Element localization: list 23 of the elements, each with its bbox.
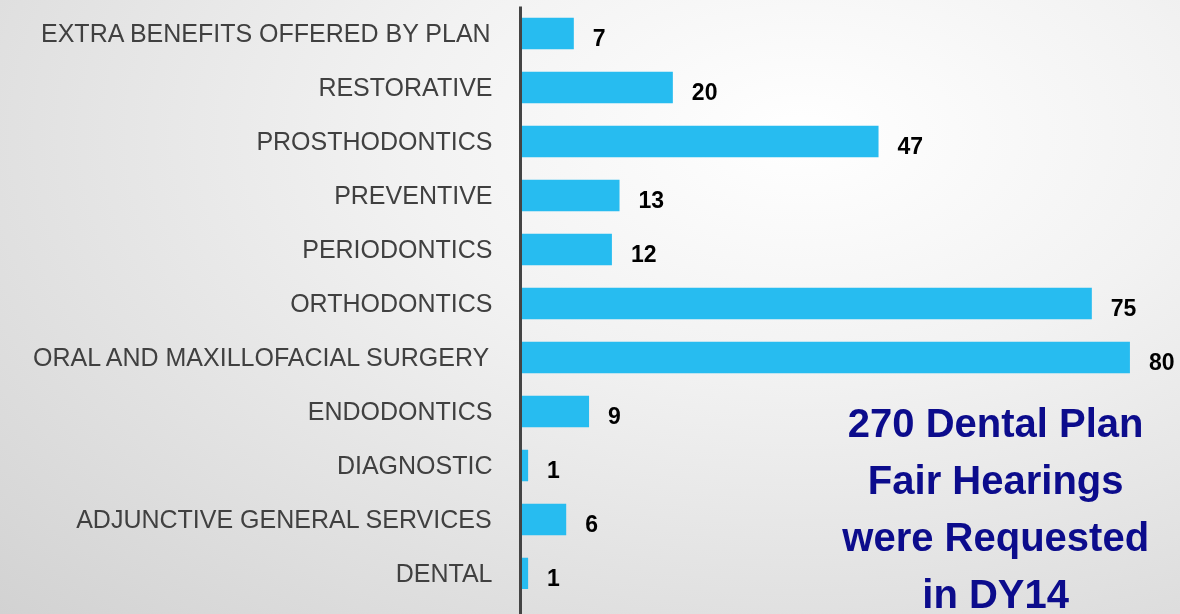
data-label: 7 [592, 25, 606, 51]
data-label: 80 [1148, 348, 1175, 375]
data-label: 1 [547, 564, 561, 591]
y-tick-label: ORAL AND MAXILLOFACIAL SURGERY [33, 343, 490, 372]
y-tick-label: ADJUNCTIVE GENERAL SERVICES [76, 505, 492, 534]
y-tick-label: DIAGNOSTIC [336, 451, 493, 480]
y-tick-label: PREVENTIVE [334, 181, 493, 210]
data-label: 1 [547, 456, 561, 483]
data-label: 20 [691, 78, 718, 105]
y-tick-label: EXTRA BENEFITS OFFERED BY PLAN [41, 19, 491, 48]
data-label: 6 [585, 510, 598, 537]
data-label: 47 [897, 132, 924, 159]
data-label: 12 [630, 240, 657, 267]
data-label: 13 [638, 186, 665, 213]
y-tick-label: PERIODONTICS [302, 235, 493, 264]
y-tick-label: RESTORATIVE [318, 73, 493, 102]
y-tick-label: ORTHODONTICS [290, 289, 493, 318]
y-tick-label: DENTAL [395, 559, 493, 588]
annotation: 270 Dental Plan Fair Hearings were Requested in DY14 [841, 400, 1150, 614]
data-label: 75 [1110, 294, 1137, 321]
y-tick-label: ENDODONTICS [307, 397, 493, 426]
y-tick-label: PROSTHODONTICS [256, 127, 493, 156]
data-label: 9 [608, 402, 621, 429]
